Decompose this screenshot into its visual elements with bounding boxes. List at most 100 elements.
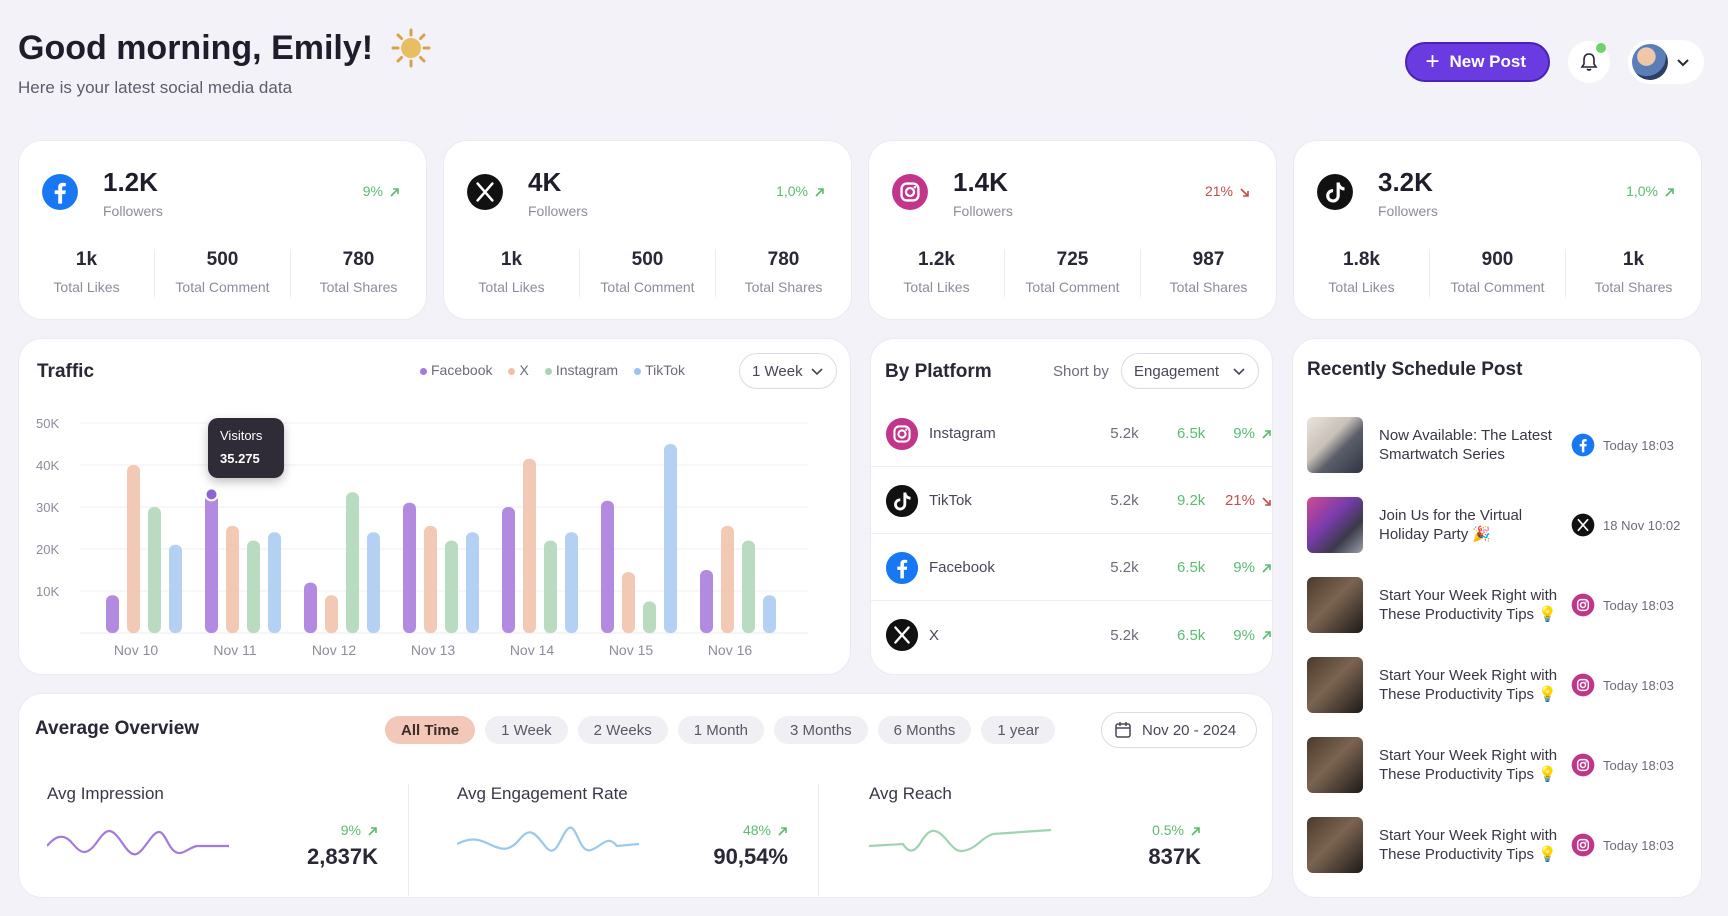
filter-6-months[interactable]: 6 Months: [877, 716, 972, 744]
bar-tiktok-nov-15[interactable]: [664, 444, 677, 633]
platform-row-instagram[interactable]: Instagram 5.2k 6.5k 9%: [871, 401, 1272, 467]
bar-tiktok-nov-12[interactable]: [367, 532, 380, 633]
bar-x-nov-10[interactable]: [127, 465, 140, 633]
post-platform: [1571, 673, 1595, 697]
likes-value: 1.8k: [1343, 249, 1380, 270]
shares-value: 987: [1192, 249, 1225, 270]
change-value: 21%: [1224, 492, 1255, 509]
bar-instagram-nov-10[interactable]: [148, 507, 161, 633]
x-icon: [467, 174, 503, 210]
stat-metrics: 1k Total Likes 500 Total Comment 780 Total …: [19, 249, 426, 297]
instagram-icon: [1571, 593, 1595, 617]
bar-x-nov-13[interactable]: [424, 525, 437, 633]
avg-metric-value: 837K: [1148, 844, 1201, 869]
platform-row-facebook[interactable]: Facebook 5.2k 6.5k 9%: [871, 535, 1272, 601]
comments-value: 500: [631, 249, 664, 270]
platform-icon: [885, 417, 919, 451]
bar-facebook-nov-13[interactable]: [403, 502, 416, 633]
platform-name: Instagram: [929, 425, 996, 442]
chevron-down-icon: [1233, 368, 1245, 376]
traffic-range-dropdown[interactable]: 1 Week: [739, 353, 837, 389]
filter-1-year[interactable]: 1 year: [981, 716, 1056, 744]
filter-1-month[interactable]: 1 Month: [677, 716, 764, 744]
bar-x-nov-14[interactable]: [523, 458, 536, 633]
filter-all-time[interactable]: All Time: [385, 716, 476, 744]
plus-icon: +: [1425, 48, 1440, 75]
bar-instagram-nov-13[interactable]: [445, 540, 458, 633]
bar-tiktok-nov-11[interactable]: [268, 532, 281, 633]
profile-menu[interactable]: [1628, 40, 1704, 84]
bar-instagram-nov-11[interactable]: [247, 540, 260, 633]
date-range-picker[interactable]: Nov 20 - 2024: [1101, 712, 1257, 748]
scheduled-post[interactable]: Start Your Week Right with These Product…: [1307, 815, 1687, 875]
post-thumbnail: [1307, 497, 1363, 553]
bar-instagram-nov-15[interactable]: [643, 601, 656, 634]
bar-x-nov-16[interactable]: [721, 525, 734, 633]
bar-facebook-nov-15[interactable]: [601, 500, 614, 633]
bar-x-nov-15[interactable]: [622, 572, 635, 633]
filter-2-weeks[interactable]: 2 Weeks: [577, 716, 668, 744]
avg-metric-title: Avg Engagement Rate: [457, 784, 628, 803]
avg-metric-value: 2,837K: [307, 844, 378, 869]
bar-x-nov-12[interactable]: [325, 595, 338, 633]
instagram-icon: [1571, 833, 1595, 857]
scheduled-post[interactable]: Start Your Week Right with These Product…: [1307, 735, 1687, 795]
comments-label: Total Comment: [175, 279, 270, 295]
notifications-button[interactable]: [1568, 41, 1610, 83]
filter-3-months[interactable]: 3 Months: [773, 716, 868, 744]
bar-facebook-nov-16[interactable]: [700, 570, 713, 633]
shares-label: Total Shares: [1169, 279, 1248, 295]
bar-tiktok-nov-13[interactable]: [466, 532, 479, 633]
x-tick-label: Nov 10: [114, 642, 159, 658]
avatar: [1632, 44, 1668, 80]
bar-instagram-nov-16[interactable]: [742, 540, 755, 633]
change-value: 1,0%: [776, 183, 808, 199]
stat-metrics: 1.2k Total Likes 725 Total Comment 987 Tota…: [869, 249, 1276, 297]
stat-icon: [41, 173, 79, 211]
platform-row-x[interactable]: X 5.2k 6.5k 9%: [871, 602, 1272, 668]
scheduled-post[interactable]: Now Available: The Latest Smartwatch Ser…: [1307, 415, 1687, 475]
post-time: Today 18:03: [1603, 837, 1674, 853]
scheduled-post[interactable]: Join Us for the Virtual Holiday Party 🎉 …: [1307, 495, 1687, 555]
legend-item: TikTok: [634, 362, 685, 378]
stat-icon: [891, 173, 929, 211]
bar-tiktok-nov-16[interactable]: [763, 595, 776, 633]
bar-instagram-nov-14[interactable]: [544, 540, 557, 633]
likes-value: 1k: [75, 249, 98, 270]
arrow-up-right-icon: [1262, 563, 1271, 573]
platform-name: X: [929, 626, 940, 644]
bar-tiktok-nov-10[interactable]: [169, 544, 182, 633]
bar-instagram-nov-12[interactable]: [346, 492, 359, 633]
total-likes: 1.8k Total Likes: [1294, 249, 1430, 297]
scheduled-post[interactable]: Start Your Week Right with These Product…: [1307, 655, 1687, 715]
chevron-down-icon: [811, 368, 823, 376]
bar-facebook-nov-11[interactable]: [205, 494, 218, 633]
sort-dropdown[interactable]: Engagement: [1121, 353, 1259, 389]
bar-facebook-nov-12[interactable]: [304, 582, 317, 633]
scheduled-post[interactable]: Start Your Week Right with These Product…: [1307, 575, 1687, 635]
bar-x-nov-11[interactable]: [226, 525, 239, 633]
avg-metric-2: Avg Reach 0.5% 837K: [869, 784, 1231, 896]
post-platform: [1571, 433, 1595, 457]
tooltip-value: 35.275: [220, 451, 260, 466]
post-thumbnail: [1307, 577, 1363, 633]
likes-label: Total Likes: [903, 279, 970, 295]
filter-1-week[interactable]: 1 Week: [485, 716, 568, 744]
followers-change: 1,0%: [776, 183, 825, 199]
instagram-icon: [892, 174, 928, 210]
followers-label: Followers: [953, 203, 1013, 219]
shares-label: Total Shares: [319, 279, 398, 295]
arrow-up-right-icon: [368, 826, 377, 836]
top-actions: + New Post: [1405, 40, 1704, 84]
bar-facebook-nov-10[interactable]: [106, 595, 119, 633]
platform-row-tiktok[interactable]: TikTok 5.2k 9.2k 21%: [871, 468, 1272, 534]
tooltip-label: Visitors: [220, 428, 263, 443]
bar-facebook-nov-14[interactable]: [502, 507, 515, 633]
recent-posts-card: Recently Schedule Post Now Available: Th…: [1292, 338, 1702, 898]
new-post-button[interactable]: + New Post: [1405, 42, 1550, 82]
arrow-up-right-icon: [1262, 429, 1271, 439]
arrow-down-right-icon: [1240, 188, 1249, 197]
traffic-title: Traffic: [37, 361, 95, 382]
legend-item: X: [508, 362, 529, 378]
bar-tiktok-nov-14[interactable]: [565, 532, 578, 633]
